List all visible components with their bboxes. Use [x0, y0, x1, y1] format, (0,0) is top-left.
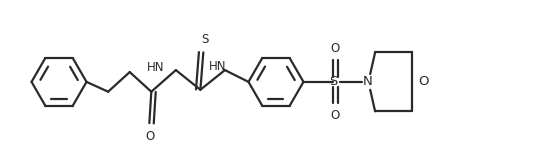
Text: N: N	[362, 75, 372, 88]
Text: O: O	[145, 130, 155, 143]
Text: S: S	[329, 75, 337, 88]
Text: O: O	[330, 109, 339, 122]
Text: HN: HN	[147, 61, 165, 74]
Text: S: S	[201, 33, 209, 46]
Text: O: O	[418, 75, 428, 88]
Text: O: O	[330, 42, 339, 55]
Text: HN: HN	[209, 60, 226, 73]
